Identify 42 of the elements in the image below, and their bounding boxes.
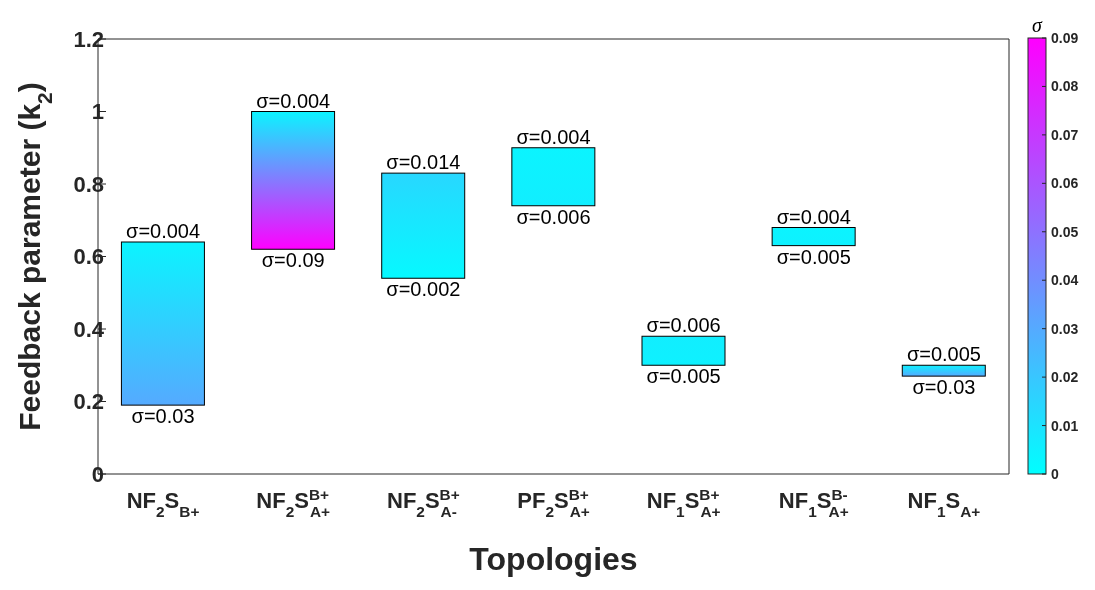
bar bbox=[120, 241, 205, 406]
color-bar-label: 0.02 bbox=[1051, 369, 1079, 386]
x-axis-title: Topologies bbox=[469, 541, 638, 577]
annotation: σ=0.005 bbox=[906, 343, 981, 366]
color-bar-label: 0.03 bbox=[1051, 320, 1079, 337]
annotation: σ=0.002 bbox=[386, 278, 461, 301]
color-bar-label: 0.01 bbox=[1051, 417, 1079, 434]
y-tick-label: 0.8 bbox=[73, 171, 104, 197]
annotation: σ=0.014 bbox=[386, 151, 461, 174]
color-bar-title: σ bbox=[1032, 14, 1044, 36]
annotation: σ=0.004 bbox=[126, 220, 201, 242]
color-bar-label: 0.07 bbox=[1051, 126, 1079, 143]
annotation: σ=0.03 bbox=[131, 405, 195, 428]
annotation: σ=0.006 bbox=[516, 205, 591, 228]
y-tick-label: 0 bbox=[91, 461, 104, 487]
x-tick-label: NF$_{2}$S$_{B+}$ bbox=[126, 488, 200, 520]
color-bar-label: 0 bbox=[1051, 466, 1059, 482]
color-bar-label: 0.05 bbox=[1051, 223, 1079, 240]
x-tick-label: NF$_{1}$S$_{A+}$ bbox=[907, 488, 981, 520]
color-bar-label: 0.08 bbox=[1051, 78, 1079, 95]
annotation: σ=0.09 bbox=[261, 249, 325, 272]
annotation: σ=0.004 bbox=[256, 89, 331, 112]
color-bar-label: 0.04 bbox=[1051, 272, 1079, 289]
annotation: σ=0.005 bbox=[776, 245, 851, 268]
annotation: σ=0.004 bbox=[776, 205, 851, 228]
y-tick-label: 1.2 bbox=[73, 26, 104, 52]
bar bbox=[641, 335, 726, 366]
color-bar-label: 0.06 bbox=[1051, 175, 1079, 192]
annotation: σ=0.006 bbox=[646, 314, 721, 337]
y-tick-label: 0.6 bbox=[73, 244, 104, 270]
annotation: σ=0.005 bbox=[646, 365, 721, 388]
bar bbox=[381, 172, 466, 279]
color-bar-label: 0.09 bbox=[1051, 30, 1079, 46]
bar bbox=[771, 227, 856, 247]
annotation: σ=0.004 bbox=[516, 125, 591, 148]
y-tick-label: 0.2 bbox=[73, 389, 104, 415]
bar bbox=[251, 111, 336, 250]
bar bbox=[901, 364, 986, 377]
y-tick-label: 0.4 bbox=[73, 316, 105, 342]
annotation: σ=0.03 bbox=[912, 376, 976, 399]
bar bbox=[511, 147, 596, 207]
y-tick-label: 1 bbox=[91, 99, 104, 125]
